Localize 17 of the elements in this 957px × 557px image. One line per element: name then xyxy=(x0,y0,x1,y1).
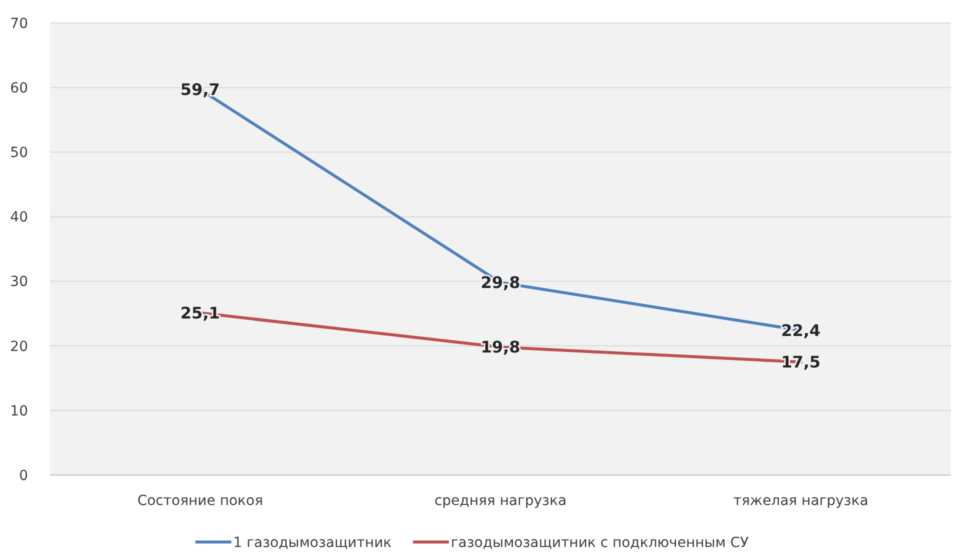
y-tick-label: 30 xyxy=(10,274,28,290)
y-tick-label: 50 xyxy=(10,145,28,162)
data-label: 59,7 xyxy=(180,80,220,100)
y-tick-label: 20 xyxy=(10,338,28,355)
data-label: 17,5 xyxy=(781,352,821,372)
x-tick-label: Состояние покоя xyxy=(137,493,264,509)
legend-label: 1 газодымозащитник xyxy=(233,535,392,551)
y-tick-label: 0 xyxy=(19,468,28,484)
data-label: 22,4 xyxy=(781,320,821,340)
x-tick-label: средняя нагрузка xyxy=(434,493,567,509)
y-tick-label: 60 xyxy=(10,80,28,96)
x-tick-label: тяжелая нагрузка xyxy=(733,493,868,509)
y-tick-label: 10 xyxy=(10,403,28,420)
data-label: 25,1 xyxy=(180,304,220,323)
y-tick-label: 40 xyxy=(10,210,28,226)
legend-label: газодымозащитник с подключенным СУ xyxy=(450,535,750,551)
y-tick-label: 70 xyxy=(10,16,28,32)
